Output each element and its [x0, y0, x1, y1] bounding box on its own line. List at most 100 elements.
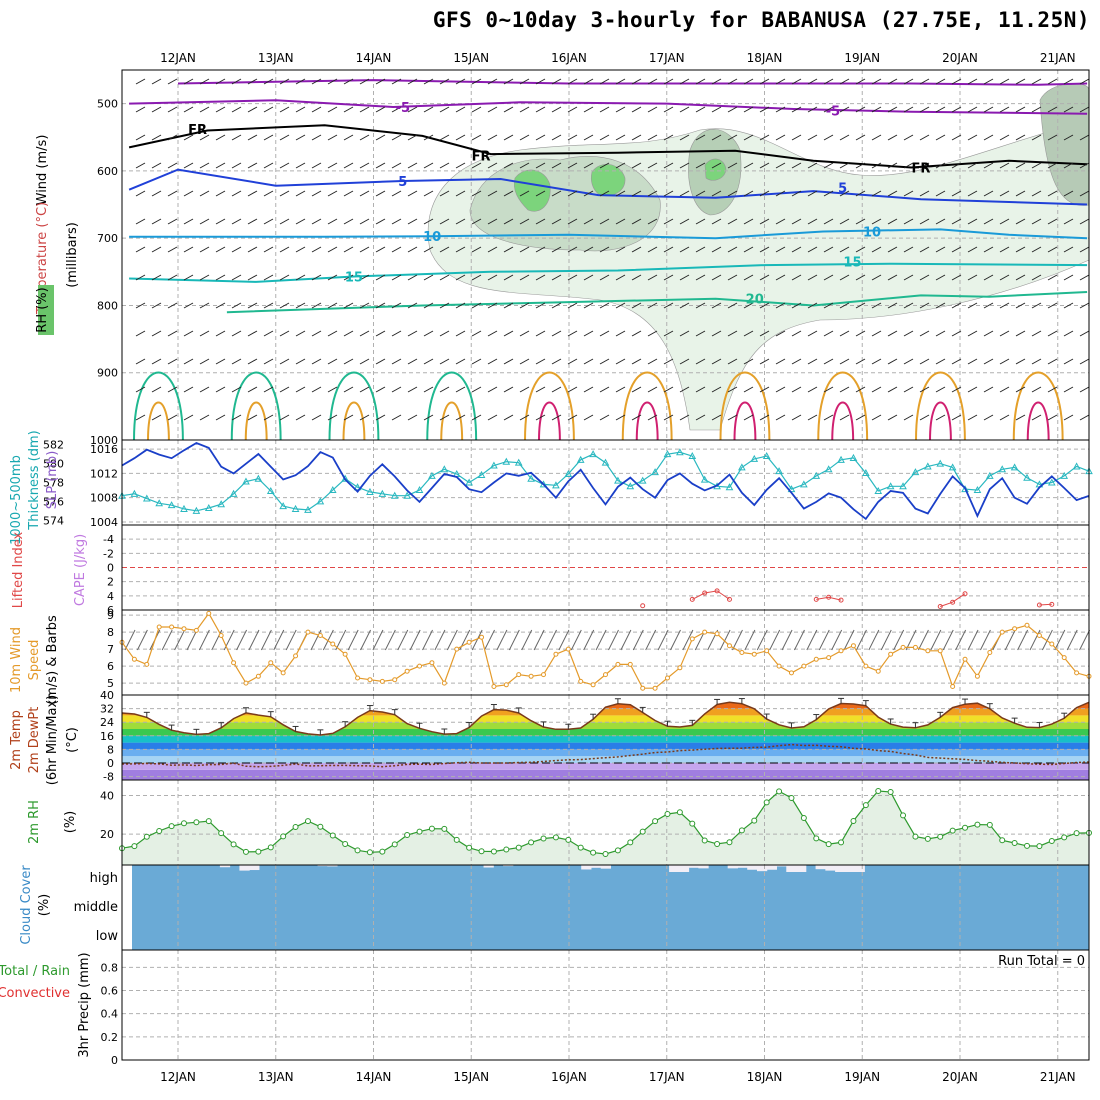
wind-barb	[183, 218, 194, 225]
wind-speed-marker	[590, 682, 596, 688]
wind-barb	[999, 246, 1010, 253]
date-label-bottom: 15JAN	[453, 1070, 489, 1084]
wind-barb	[919, 218, 930, 225]
wind-barb	[807, 190, 818, 197]
wind-barb	[199, 246, 210, 253]
wind-barb	[1031, 218, 1042, 225]
rh-marker	[676, 809, 683, 816]
wind-barb	[423, 78, 434, 85]
wind-barb	[167, 190, 178, 197]
wind-barb	[199, 78, 210, 85]
wind-barb	[743, 218, 754, 225]
wind-barb	[663, 246, 674, 253]
rh-marker	[441, 825, 448, 832]
wind-speed-marker	[578, 678, 584, 684]
wind-barb	[391, 274, 402, 281]
wind-barb	[935, 246, 946, 253]
wind-barb	[343, 414, 354, 421]
wind-barb	[391, 78, 402, 85]
wind-barb	[887, 274, 898, 281]
wind-barb-10m	[1004, 629, 1016, 651]
wind-barb	[295, 218, 306, 225]
lifted-index-marker	[714, 588, 720, 594]
wind-barb	[775, 246, 786, 253]
wind-barb	[823, 414, 834, 421]
wind-barb-10m	[645, 629, 657, 651]
wind-barb-10m	[546, 629, 557, 651]
date-label-top: 13JAN	[258, 51, 294, 65]
wind-barb	[791, 386, 802, 393]
wind-barb	[151, 386, 162, 393]
y-axis-label-2m-rh: 2m RH	[27, 800, 42, 844]
wind-barb	[167, 330, 178, 337]
wind-barb	[983, 190, 994, 197]
wind-barb	[183, 78, 194, 85]
thickness-marker	[564, 469, 573, 477]
temp-tick-label: 40	[100, 689, 114, 702]
wind-barb	[503, 78, 514, 85]
wind-speed-marker	[714, 631, 720, 637]
wind-barb	[407, 414, 418, 421]
wind-barb	[615, 330, 626, 337]
wind-barb	[1063, 162, 1074, 169]
wind-barb	[375, 218, 386, 225]
wind-barb	[247, 358, 258, 365]
rh-marker	[267, 844, 274, 851]
wind-barb	[935, 218, 946, 225]
wind-barb	[967, 414, 978, 421]
date-label-bottom: 12JAN	[160, 1070, 196, 1084]
wind-barb	[903, 386, 914, 393]
rh-marker	[317, 823, 324, 830]
wind-barb-10m	[174, 629, 186, 651]
lifted-index-marker	[726, 596, 732, 602]
wind-barb	[999, 218, 1010, 225]
thickness-marker	[638, 476, 647, 484]
wind-barb	[423, 274, 434, 281]
temp-color-band	[122, 729, 1089, 736]
wind-speed-marker	[702, 629, 708, 635]
wind-barb	[1031, 78, 1042, 85]
wind-speed-marker	[950, 684, 956, 689]
y-axis-label-total-rain: Total / Rain	[0, 964, 70, 979]
lifted-index-tick-label: -4	[103, 533, 114, 546]
wind-barb	[231, 358, 242, 365]
wind-barb	[615, 358, 626, 365]
wind-barb	[951, 78, 962, 85]
wind-barb	[263, 330, 274, 337]
lifted-index-marker	[813, 596, 819, 602]
wind-barb	[1063, 78, 1074, 85]
rh-marker	[788, 794, 795, 801]
wind-barb	[135, 78, 146, 85]
wind-barb	[583, 134, 594, 141]
wind-barb-10m	[856, 629, 867, 651]
wind-barb	[519, 330, 530, 337]
wind-barb	[167, 386, 178, 393]
wind-barb	[727, 106, 738, 113]
wind-speed-marker	[838, 648, 844, 654]
wind-speed-marker	[627, 661, 633, 667]
wind-barb	[631, 414, 642, 421]
wind-barb	[711, 78, 722, 85]
wind-barb	[583, 386, 594, 393]
wind-barb	[343, 330, 354, 337]
wind-barb	[343, 162, 354, 169]
wind-barb	[359, 218, 370, 225]
temp-color-band	[122, 763, 1089, 770]
date-label-bottom: 18JAN	[747, 1070, 783, 1084]
wind-barb	[247, 218, 258, 225]
wind-barb	[359, 358, 370, 365]
precip-tick-label: 0.8	[101, 961, 119, 974]
wind-barb	[903, 302, 914, 309]
wind-barb	[199, 190, 210, 197]
thickness-marker	[366, 487, 374, 495]
thickness-marker	[490, 461, 498, 469]
wind-barb	[791, 330, 802, 337]
wind-barb	[1015, 246, 1026, 253]
wind-barb	[199, 386, 210, 393]
wind-barb	[263, 274, 274, 281]
wind-barb	[375, 78, 386, 85]
isotherm-line	[226, 291, 1088, 314]
wind-barb	[663, 330, 674, 337]
y-axis-label-pressure: (millibars)	[65, 222, 80, 288]
